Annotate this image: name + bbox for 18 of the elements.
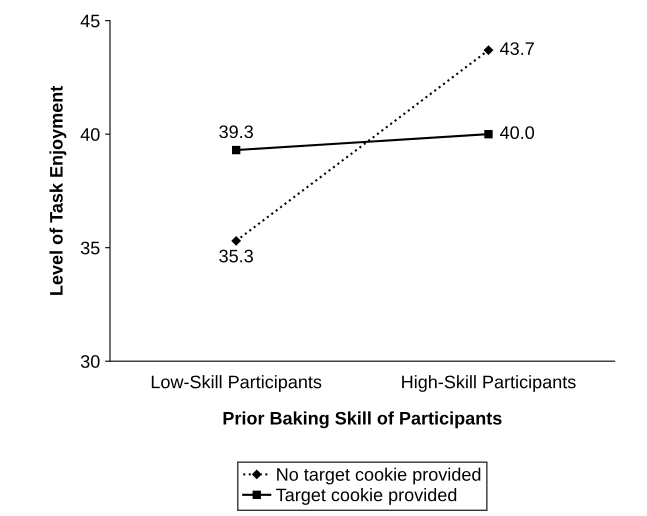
x-axis-title: Prior Baking Skill of Participants	[224, 411, 502, 428]
data-label: 43.7	[500, 42, 534, 55]
data-label: 35.3	[219, 250, 253, 262]
x-tick-label: High-Skill Participants	[402, 375, 576, 392]
point	[484, 130, 493, 138]
point	[232, 146, 240, 154]
x-tick-label: Low-Skill Participants	[152, 375, 322, 392]
legend-label: Target cookie provided	[276, 488, 456, 505]
point	[484, 46, 494, 55]
y-tick-label: 30	[80, 355, 100, 368]
y-axis-title: Level of Task Enjoyment	[49, 86, 66, 295]
data-label: 39.3	[219, 125, 253, 138]
y-tick-label: 35	[80, 242, 100, 254]
data-label: 40.0	[500, 126, 534, 140]
legend-label: No target cookie provided	[277, 468, 480, 484]
y-tick-label: 45	[80, 14, 100, 28]
y-tick-label: 40	[80, 128, 100, 141]
point	[232, 236, 241, 246]
